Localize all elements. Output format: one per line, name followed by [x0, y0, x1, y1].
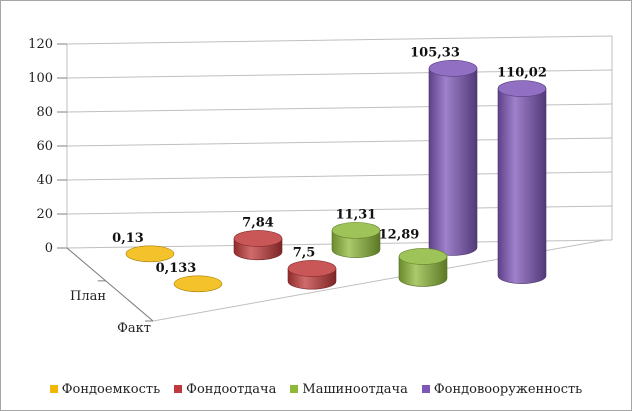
value-axis: 0 20 40 60 80 100 120 — [28, 37, 53, 256]
depth-axis-line — [66, 247, 154, 322]
legend: Фондоемкость Фондоотдача Машиноотдача Фондо… — [0, 378, 632, 400]
legend-item: Фондоотдача — [174, 382, 276, 397]
legend-item: Фондоемкость — [49, 381, 161, 397]
y-tick-label: 120 — [28, 37, 53, 52]
data-label: 7,84 — [242, 215, 274, 230]
y-tick-label: 20 — [36, 207, 53, 222]
y-tick-label: 80 — [36, 105, 53, 120]
depth-category-label: План — [70, 289, 106, 304]
data-label: 7,5 — [293, 245, 316, 260]
cylinder-fact-2 — [398, 248, 448, 287]
gridline-100 — [57, 69, 613, 79]
gridline-120 — [57, 35, 613, 45]
cylinder-plan-1 — [233, 230, 283, 261]
legend-label: Фондовооруженность — [433, 381, 583, 397]
legend-swatch — [421, 385, 430, 393]
y-tick-label: 100 — [28, 71, 53, 86]
cylinder-plan-3 — [428, 60, 478, 256]
legend-label: Фондоемкость — [61, 381, 161, 397]
data-labels: 0,13 7,84 11,31 105,33 0,133 7,5 12,89 110,02 — [112, 45, 547, 275]
legend-label: Машиноотдача — [302, 381, 408, 397]
legend-item: Фондовооруженность — [421, 381, 583, 397]
depth-axis: План Факт — [70, 280, 153, 336]
cylinder-plan-2 — [331, 222, 381, 258]
data-label: 12,89 — [379, 227, 420, 242]
data-label: 0,13 — [112, 231, 144, 246]
data-label: 110,02 — [497, 66, 547, 81]
data-label: 0,133 — [156, 261, 197, 276]
cylinder-fact-0 — [173, 275, 223, 293]
legend-swatch — [174, 385, 183, 393]
y-tick-label: 60 — [36, 139, 53, 154]
y-tick-label: 0 — [45, 241, 53, 256]
legend-swatch — [290, 385, 299, 393]
data-label: 105,33 — [410, 45, 460, 60]
bars — [125, 60, 547, 293]
data-label: 11,31 — [336, 207, 377, 222]
legend-item: Машиноотдача — [290, 381, 408, 397]
cylinder-plan-0 — [125, 245, 175, 263]
legend-swatch — [49, 385, 58, 393]
cylinder-fact-1 — [287, 260, 337, 290]
side-wall — [66, 44, 154, 322]
legend-label: Фондоотдача — [186, 381, 277, 397]
cylinder-fact-3 — [497, 80, 547, 284]
depth-category-label: Факт — [117, 321, 151, 336]
y-tick-label: 40 — [36, 173, 53, 188]
